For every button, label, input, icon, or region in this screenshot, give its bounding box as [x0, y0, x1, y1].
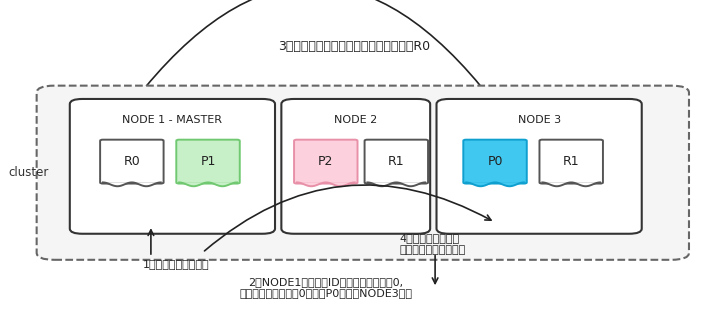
Text: P1: P1 [200, 155, 216, 168]
FancyBboxPatch shape [365, 140, 428, 184]
Text: R0: R0 [123, 155, 140, 168]
Polygon shape [179, 182, 237, 186]
Polygon shape [466, 182, 524, 186]
Text: NODE 1 - MASTER: NODE 1 - MASTER [122, 115, 222, 125]
Polygon shape [542, 182, 600, 186]
FancyBboxPatch shape [539, 140, 603, 184]
Text: P0: P0 [487, 155, 503, 168]
Text: 4、副本写入成功，
返回写入结果给客户端: 4、副本写入成功， 返回写入结果给客户端 [400, 233, 466, 255]
Text: P2: P2 [318, 155, 333, 168]
Text: NODE 3: NODE 3 [518, 115, 561, 125]
Text: 3、主分片写入成功将写请求收发给副本R0: 3、主分片写入成功将写请求收发给副本R0 [278, 40, 430, 53]
FancyBboxPatch shape [37, 86, 689, 260]
Text: 2、NODE1根据请求ID确定文档属于分片0,
并将请求路由到分片0主分片P0所在的NODE3节点: 2、NODE1根据请求ID确定文档属于分片0, 并将请求路由到分片0主分片P0所… [239, 277, 412, 298]
Text: R1: R1 [563, 155, 580, 168]
FancyBboxPatch shape [294, 140, 358, 184]
FancyBboxPatch shape [176, 140, 240, 184]
FancyBboxPatch shape [281, 99, 430, 234]
FancyBboxPatch shape [437, 99, 641, 234]
Text: NODE 2: NODE 2 [334, 115, 377, 125]
Text: R1: R1 [388, 155, 405, 168]
Text: 1、客户端发起写请求: 1、客户端发起写请求 [142, 259, 209, 269]
FancyBboxPatch shape [463, 140, 527, 184]
Polygon shape [297, 182, 355, 186]
Polygon shape [367, 182, 426, 186]
Polygon shape [103, 182, 161, 186]
FancyBboxPatch shape [70, 99, 275, 234]
Text: cluster: cluster [8, 165, 48, 179]
FancyBboxPatch shape [100, 140, 164, 184]
